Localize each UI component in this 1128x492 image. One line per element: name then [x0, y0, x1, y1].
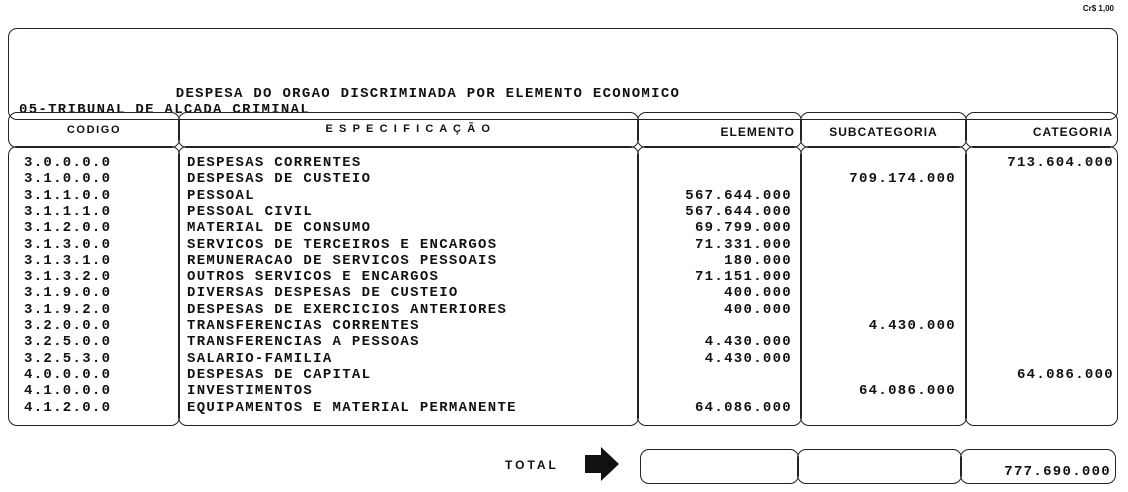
table-row: 3.1.3.2.0 OUTROS SERVICOS E ENCARGOS 71.15…: [0, 269, 1128, 285]
cell-categoria: 64.086.000: [1016, 366, 1114, 383]
cell-especificacao: SALARIO-FAMILIA: [187, 350, 333, 367]
cell-especificacao: MATERIAL DE CONSUMO: [187, 220, 372, 237]
column-header-elemento: ELEMENTO: [637, 112, 802, 148]
cell-codigo: 4.0.0.0.0: [24, 366, 112, 383]
table-row: 3.2.5.3.0 SALARIO-FAMILIA 4.430.000: [0, 351, 1128, 367]
total-subcategoria-box: [797, 449, 962, 484]
table-row: 3.2.0.0.0 TRANSFERENCIAS CORRENTES 4.430.0…: [0, 318, 1128, 334]
column-header-especificacao: E S P E C I F I C A Ç Ã O: [178, 112, 639, 148]
cell-codigo: 3.1.0.0.0: [24, 171, 112, 188]
table-row: 4.1.0.0.0 INVESTIMENTOS 64.086.000: [0, 383, 1128, 399]
column-header-categoria: CATEGORIA: [965, 112, 1118, 148]
cell-especificacao: DIVERSAS DESPESAS DE CUSTEIO: [187, 285, 459, 302]
cell-especificacao: TRANSFERENCIAS CORRENTES: [187, 318, 420, 334]
column-body-codigo: [8, 146, 180, 426]
cell-especificacao: REMUNERACAO DE SERVICOS PESSOAIS: [187, 252, 498, 269]
column-body-categoria: [965, 146, 1118, 426]
table-row: 3.1.3.1.0 REMUNERACAO DE SERVICOS PESSOAI…: [0, 253, 1128, 269]
arrow-right-icon: [585, 447, 619, 481]
cell-especificacao: DESPESAS CORRENTES: [187, 155, 362, 171]
cell-elemento: 71.151.000: [694, 269, 792, 286]
cell-especificacao: SERVICOS DE TERCEIROS E ENCARGOS: [187, 236, 498, 253]
table-row: 4.1.2.0.0 EQUIPAMENTOS E MATERIAL PERMANE…: [0, 400, 1128, 416]
cell-codigo: 3.1.9.0.0: [24, 285, 112, 302]
cell-codigo: 3.1.3.0.0: [24, 236, 112, 253]
page-subtitle: 05-TRIBUNAL DE ALCADA CRIMINAL: [19, 102, 311, 118]
cell-especificacao: EQUIPAMENTOS E MATERIAL PERMANENTE: [187, 399, 517, 416]
cell-especificacao: PESSOAL CIVIL: [187, 203, 314, 220]
cell-elemento: 71.331.000: [694, 236, 792, 253]
total-categoria-value: 777.690.000: [1004, 464, 1111, 480]
total-elemento-box: [640, 449, 799, 484]
column-header-subcategoria: SUBCATEGORIA: [800, 112, 967, 148]
cell-especificacao: TRANSFERENCIAS A PESSOAS: [187, 334, 420, 351]
cell-codigo: 3.1.1.1.0: [24, 203, 112, 220]
table-row: 3.1.3.0.0 SERVICOS DE TERCEIROS E ENCARGO…: [0, 237, 1128, 253]
cell-elemento: 567.644.000: [685, 203, 792, 220]
header-box: DESPESA DO ORGAO DISCRIMINADA POR ELEMEN…: [8, 28, 1118, 120]
table-row: 3.1.1.0.0 PESSOAL 567.644.000: [0, 188, 1128, 204]
total-label: TOTAL: [505, 458, 559, 472]
cell-codigo: 3.0.0.0.0: [24, 155, 112, 171]
cell-codigo: 3.2.5.0.0: [24, 334, 112, 351]
cell-codigo: 3.2.0.0.0: [24, 318, 112, 334]
cell-codigo: 3.1.1.0.0: [24, 187, 112, 204]
cell-elemento: 400.000: [724, 301, 792, 318]
cell-especificacao: INVESTIMENTOS: [187, 383, 314, 400]
table-row: 3.1.9.0.0 DIVERSAS DESPESAS DE CUSTEIO 400…: [0, 285, 1128, 301]
cell-elemento: 69.799.000: [694, 220, 792, 237]
cell-codigo: 4.1.0.0.0: [24, 383, 112, 400]
currency-note: Cr$ 1,00: [1082, 4, 1114, 13]
cell-especificacao: DESPESAS DE CAPITAL: [187, 366, 372, 383]
table-row: 4.0.0.0.0 DESPESAS DE CAPITAL 64.086.000: [0, 367, 1128, 383]
column-body-elemento: [637, 146, 802, 426]
cell-especificacao: OUTROS SERVICOS E ENCARGOS: [187, 269, 440, 286]
cell-elemento: 180.000: [724, 252, 792, 269]
cell-codigo: 3.2.5.3.0: [24, 350, 112, 367]
cell-elemento: 4.430.000: [704, 350, 792, 367]
cell-elemento: 400.000: [724, 285, 792, 302]
cell-categoria: 713.604.000: [1007, 155, 1114, 171]
cell-codigo: 3.1.2.0.0: [24, 220, 112, 237]
cell-subcategoria: 4.430.000: [868, 318, 956, 334]
column-body-subcategoria: [800, 146, 967, 426]
table-row: 3.1.9.2.0 DESPESAS DE EXERCICIOS ANTERIOR…: [0, 302, 1128, 318]
cell-especificacao: DESPESAS DE EXERCICIOS ANTERIORES: [187, 301, 508, 318]
cell-elemento: 567.644.000: [685, 187, 792, 204]
cell-elemento: 64.086.000: [694, 399, 792, 416]
total-categoria-box: 777.690.000: [960, 449, 1116, 484]
table-row: 3.1.2.0.0 MATERIAL DE CONSUMO 69.799.000: [0, 220, 1128, 236]
table-row: 3.1.0.0.0 DESPESAS DE CUSTEIO 709.174.000: [0, 171, 1128, 187]
cell-codigo: 3.1.9.2.0: [24, 301, 112, 318]
table-row: 3.0.0.0.0 DESPESAS CORRENTES 713.604.000: [0, 155, 1128, 171]
page-title: DESPESA DO ORGAO DISCRIMINADA POR ELEMEN…: [175, 86, 681, 102]
cell-codigo: 3.1.3.2.0: [24, 269, 112, 286]
table-row: 3.2.5.0.0 TRANSFERENCIAS A PESSOAS 4.430.0…: [0, 334, 1128, 350]
cell-subcategoria: 709.174.000: [849, 171, 956, 188]
cell-especificacao: DESPESAS DE CUSTEIO: [187, 171, 372, 188]
cell-codigo: 4.1.2.0.0: [24, 399, 112, 416]
column-header-codigo: CODIGO: [8, 112, 180, 148]
cell-elemento: 4.430.000: [704, 334, 792, 351]
cell-subcategoria: 64.086.000: [858, 383, 956, 400]
table-row: 3.1.1.1.0 PESSOAL CIVIL 567.644.000: [0, 204, 1128, 220]
cell-codigo: 3.1.3.1.0: [24, 252, 112, 269]
column-body-especificacao: [178, 146, 639, 426]
cell-especificacao: PESSOAL: [187, 187, 255, 204]
